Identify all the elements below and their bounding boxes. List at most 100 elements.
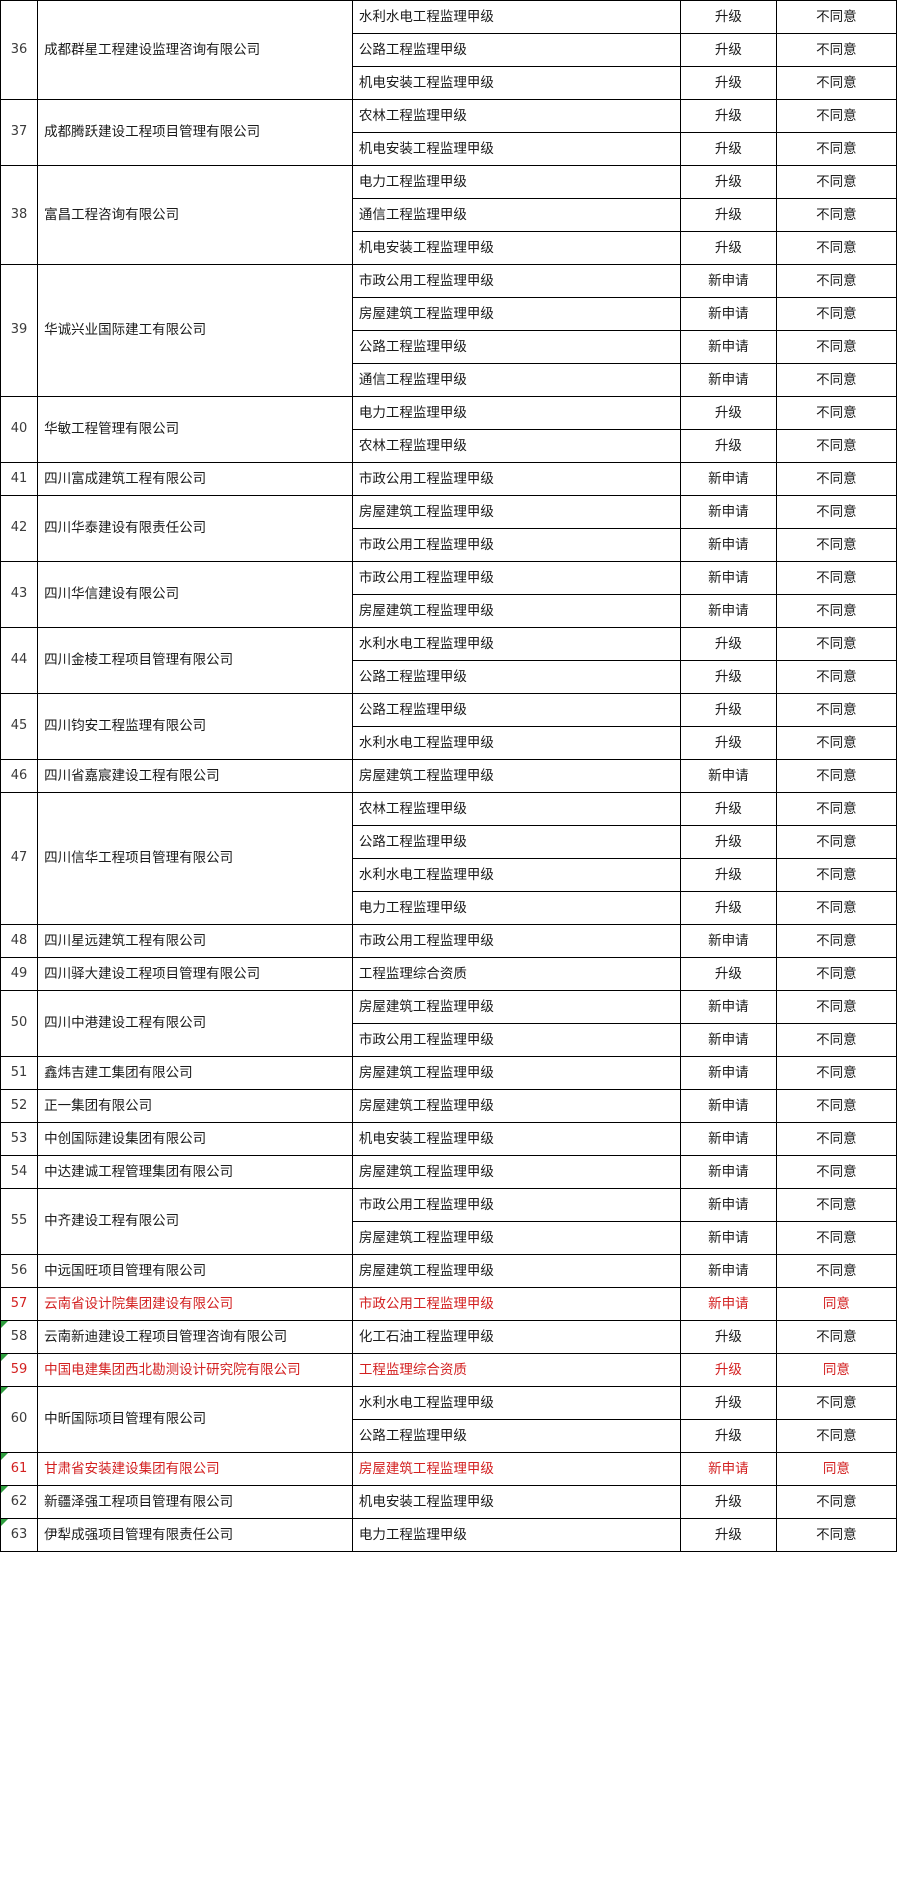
company-name-cell[interactable]: 成都腾跃建设工程项目管理有限公司 xyxy=(37,99,353,166)
company-name-cell[interactable]: 伊犁成强项目管理有限责任公司 xyxy=(37,1518,353,1552)
application-type-cell[interactable]: 新申请 xyxy=(680,1452,777,1486)
application-type-cell[interactable]: 新申请 xyxy=(680,330,777,364)
application-type-cell[interactable]: 新申请 xyxy=(680,528,777,562)
specialty-cell[interactable]: 水利水电工程监理甲级 xyxy=(351,726,682,760)
row-index-cell[interactable]: 53 xyxy=(0,1122,39,1156)
table-row[interactable]: 46 四川省嘉宸建设工程有限公司 房屋建筑工程监理甲级 新申请 不同意 xyxy=(0,759,897,793)
application-type-cell[interactable]: 升级 xyxy=(680,198,777,232)
review-result-cell[interactable]: 不同意 xyxy=(775,1023,897,1057)
application-type-cell[interactable]: 升级 xyxy=(680,1386,777,1420)
specialty-cell[interactable]: 房屋建筑工程监理甲级 xyxy=(351,297,682,331)
row-index-cell[interactable]: 49 xyxy=(0,957,39,991)
table-row[interactable]: 51 鑫炜吉建工集团有限公司 房屋建筑工程监理甲级 新申请 不同意 xyxy=(0,1056,897,1090)
review-result-cell[interactable]: 不同意 xyxy=(775,396,897,430)
specialty-cell[interactable]: 公路工程监理甲级 xyxy=(351,330,682,364)
application-type-cell[interactable]: 升级 xyxy=(680,660,777,694)
application-type-cell[interactable]: 新申请 xyxy=(680,495,777,529)
review-result-cell[interactable]: 不同意 xyxy=(775,198,897,232)
row-index-cell[interactable]: 38 xyxy=(0,165,39,265)
company-name-cell[interactable]: 四川富成建筑工程有限公司 xyxy=(37,462,353,496)
specialty-cell[interactable]: 市政公用工程监理甲级 xyxy=(351,561,682,595)
specialty-cell[interactable]: 市政公用工程监理甲级 xyxy=(351,1023,682,1057)
table-row[interactable]: 49 四川驿大建设工程项目管理有限公司 工程监理综合资质 升级 不同意 xyxy=(0,957,897,991)
row-index-cell[interactable]: 60 xyxy=(0,1386,39,1453)
specialty-cell[interactable]: 电力工程监理甲级 xyxy=(351,396,682,430)
review-result-cell[interactable]: 不同意 xyxy=(775,858,897,892)
specialty-cell[interactable]: 电力工程监理甲级 xyxy=(351,165,682,199)
application-type-cell[interactable]: 新申请 xyxy=(680,1089,777,1123)
row-index-cell[interactable]: 41 xyxy=(0,462,39,496)
review-result-cell[interactable]: 不同意 xyxy=(775,1386,897,1420)
table-row[interactable]: 房屋建筑工程监理甲级 新申请 不同意 xyxy=(1,1221,897,1255)
row-index-cell[interactable]: 39 xyxy=(0,264,39,397)
application-type-cell[interactable]: 升级 xyxy=(680,726,777,760)
table-row[interactable]: 63 伊犁成强项目管理有限责任公司 电力工程监理甲级 升级 不同意 xyxy=(0,1518,897,1552)
specialty-cell[interactable]: 房屋建筑工程监理甲级 xyxy=(351,759,682,793)
table-row[interactable]: 60 中昕国际项目管理有限公司 水利水电工程监理甲级 升级 不同意 xyxy=(0,1386,897,1453)
row-index-cell[interactable]: 57 xyxy=(0,1287,39,1321)
review-result-cell[interactable]: 不同意 xyxy=(775,1518,897,1552)
review-result-cell[interactable]: 不同意 xyxy=(775,726,897,760)
application-type-cell[interactable]: 新申请 xyxy=(680,990,777,1024)
company-name-cell[interactable]: 富昌工程咨询有限公司 xyxy=(37,165,353,265)
application-type-cell[interactable]: 新申请 xyxy=(680,1221,777,1255)
row-index-cell[interactable]: 37 xyxy=(0,99,39,166)
specialty-cell[interactable]: 机电安装工程监理甲级 xyxy=(351,1122,682,1156)
application-type-cell[interactable]: 新申请 xyxy=(680,1188,777,1222)
review-result-cell[interactable]: 不同意 xyxy=(775,528,897,562)
table-row[interactable]: 房屋建筑工程监理甲级 新申请 不同意 xyxy=(1,297,897,331)
company-name-cell[interactable]: 四川华信建设有限公司 xyxy=(37,561,353,628)
review-result-cell[interactable]: 不同意 xyxy=(775,1056,897,1090)
company-name-cell[interactable]: 中国电建集团西北勘测设计研究院有限公司 xyxy=(37,1353,353,1387)
row-index-cell[interactable]: 58 xyxy=(0,1320,39,1354)
review-result-cell[interactable]: 不同意 xyxy=(775,33,897,67)
table-row[interactable]: 公路工程监理甲级 新申请 不同意 xyxy=(1,330,897,364)
table-row[interactable]: 公路工程监理甲级 升级 不同意 xyxy=(1,1419,897,1453)
row-index-cell[interactable]: 54 xyxy=(0,1155,39,1189)
application-type-cell[interactable]: 新申请 xyxy=(680,264,777,298)
application-type-cell[interactable]: 新申请 xyxy=(680,1254,777,1288)
specialty-cell[interactable]: 电力工程监理甲级 xyxy=(351,891,682,925)
specialty-cell[interactable]: 机电安装工程监理甲级 xyxy=(351,66,682,100)
table-row[interactable]: 机电安装工程监理甲级 升级 不同意 xyxy=(1,66,897,100)
table-row[interactable]: 59 中国电建集团西北勘测设计研究院有限公司 工程监理综合资质 升级 同意 xyxy=(0,1353,897,1387)
specialty-cell[interactable]: 通信工程监理甲级 xyxy=(351,363,682,397)
application-type-cell[interactable]: 升级 xyxy=(680,1485,777,1519)
company-name-cell[interactable]: 中创国际建设集团有限公司 xyxy=(37,1122,353,1156)
company-name-cell[interactable]: 四川金棱工程项目管理有限公司 xyxy=(37,627,353,694)
review-result-cell[interactable]: 不同意 xyxy=(775,759,897,793)
row-index-cell[interactable]: 43 xyxy=(0,561,39,628)
table-row[interactable]: 52 正一集团有限公司 房屋建筑工程监理甲级 新申请 不同意 xyxy=(0,1089,897,1123)
company-name-cell[interactable]: 云南省设计院集团建设有限公司 xyxy=(37,1287,353,1321)
row-index-cell[interactable]: 45 xyxy=(0,693,39,760)
company-name-cell[interactable]: 甘肃省安装建设集团有限公司 xyxy=(37,1452,353,1486)
review-result-cell[interactable]: 同意 xyxy=(775,1287,897,1321)
application-type-cell[interactable]: 升级 xyxy=(680,66,777,100)
table-row[interactable]: 农林工程监理甲级 升级 不同意 xyxy=(1,429,897,463)
row-index-cell[interactable]: 56 xyxy=(0,1254,39,1288)
table-row[interactable]: 36 成都群星工程建设监理咨询有限公司 水利水电工程监理甲级 升级 不同意 xyxy=(0,0,897,100)
specialty-cell[interactable]: 公路工程监理甲级 xyxy=(351,693,682,727)
specialty-cell[interactable]: 公路工程监理甲级 xyxy=(351,660,682,694)
specialty-cell[interactable]: 房屋建筑工程监理甲级 xyxy=(351,1089,682,1123)
specialty-cell[interactable]: 房屋建筑工程监理甲级 xyxy=(351,1452,682,1486)
table-row[interactable]: 50 四川中港建设工程有限公司 房屋建筑工程监理甲级 新申请 不同意 xyxy=(0,990,897,1057)
row-index-cell[interactable]: 62 xyxy=(0,1485,39,1519)
specialty-cell[interactable]: 机电安装工程监理甲级 xyxy=(351,231,682,265)
row-index-cell[interactable]: 36 xyxy=(0,0,39,100)
specialty-cell[interactable]: 水利水电工程监理甲级 xyxy=(351,627,682,661)
table-row[interactable]: 45 四川钧安工程监理有限公司 公路工程监理甲级 升级 不同意 xyxy=(0,693,897,760)
application-type-cell[interactable]: 升级 xyxy=(680,33,777,67)
table-row[interactable]: 58 云南新迪建设工程项目管理咨询有限公司 化工石油工程监理甲级 升级 不同意 xyxy=(0,1320,897,1354)
review-result-cell[interactable]: 不同意 xyxy=(775,891,897,925)
application-type-cell[interactable]: 升级 xyxy=(680,231,777,265)
specialty-cell[interactable]: 房屋建筑工程监理甲级 xyxy=(351,1254,682,1288)
review-result-cell[interactable]: 不同意 xyxy=(775,594,897,628)
review-result-cell[interactable]: 不同意 xyxy=(775,1188,897,1222)
row-index-cell[interactable]: 46 xyxy=(0,759,39,793)
review-result-cell[interactable]: 不同意 xyxy=(775,330,897,364)
table-row[interactable]: 公路工程监理甲级 升级 不同意 xyxy=(1,33,897,67)
table-row[interactable]: 机电安装工程监理甲级 升级 不同意 xyxy=(1,231,897,265)
specialty-cell[interactable]: 农林工程监理甲级 xyxy=(351,99,682,133)
table-row[interactable]: 48 四川星远建筑工程有限公司 市政公用工程监理甲级 新申请 不同意 xyxy=(0,924,897,958)
